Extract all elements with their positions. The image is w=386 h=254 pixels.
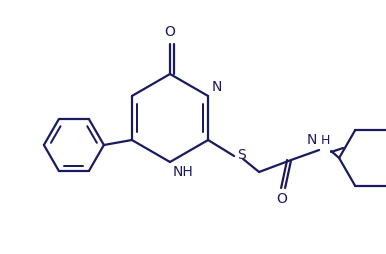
Text: O: O (277, 192, 288, 206)
Text: O: O (164, 25, 176, 39)
Text: NH: NH (173, 165, 194, 179)
Text: N: N (307, 133, 317, 147)
Text: S: S (237, 148, 246, 162)
Text: H: H (321, 134, 330, 147)
Text: N: N (212, 80, 222, 94)
